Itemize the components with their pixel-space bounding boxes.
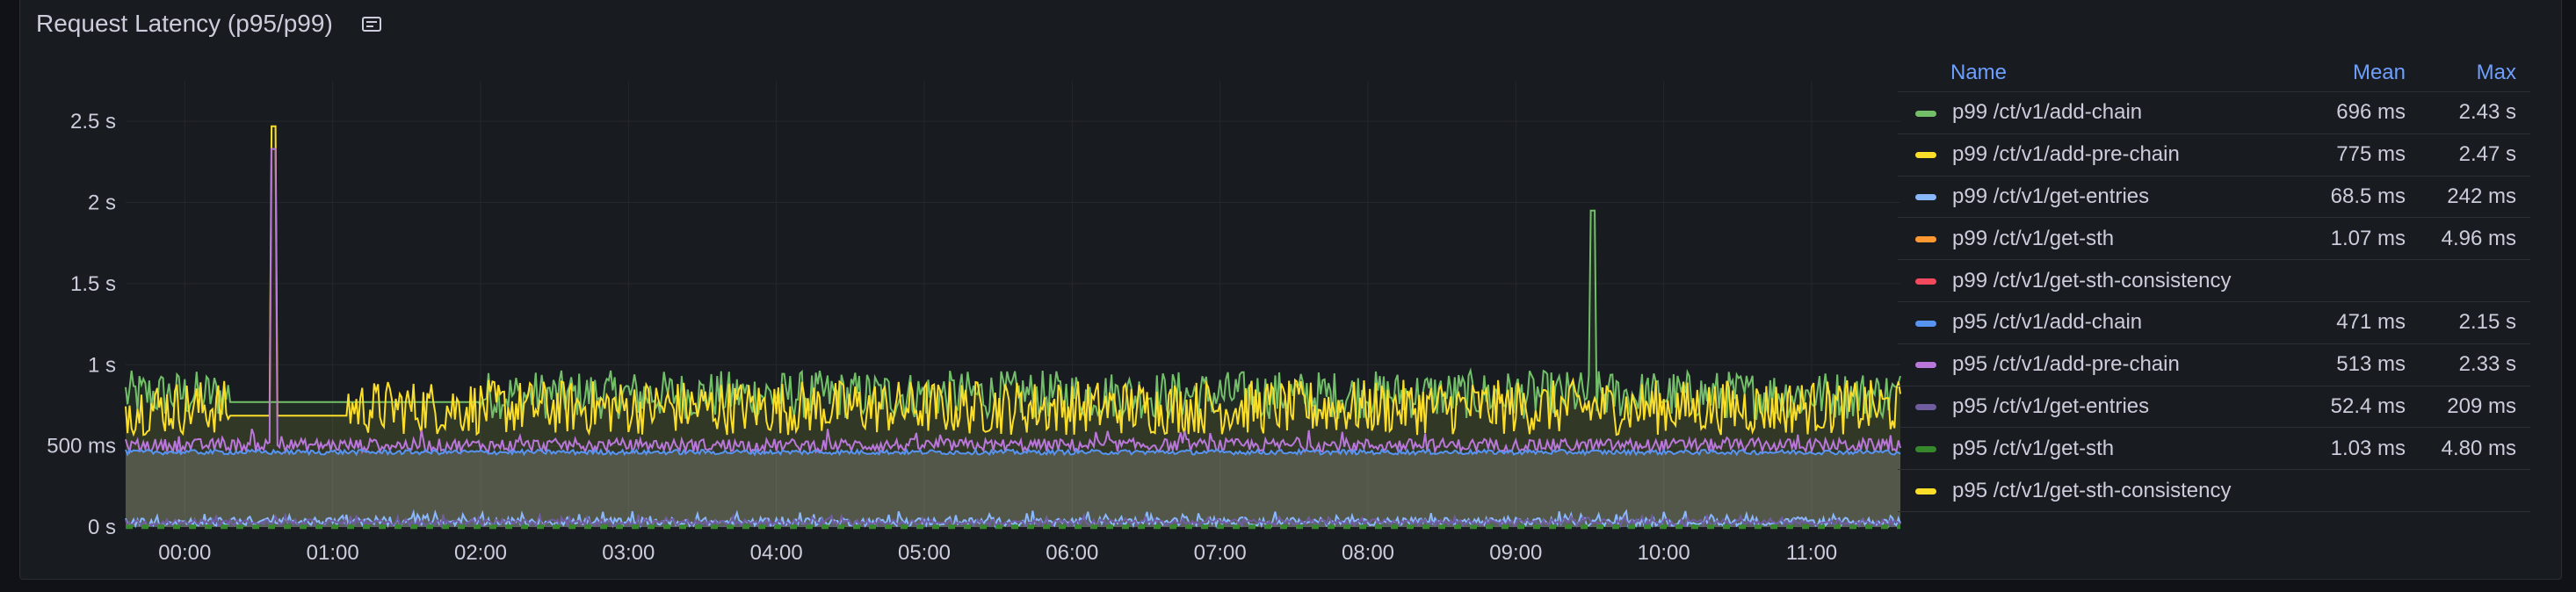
legend-row[interactable]: p99 /ct/v1/get-sth-consistency bbox=[1898, 259, 2530, 302]
legend-swatch bbox=[1915, 152, 1936, 159]
legend-mean-value: 775 ms bbox=[2300, 134, 2420, 177]
series-line bbox=[125, 209, 1901, 422]
series-line bbox=[125, 148, 1901, 456]
legend-series-label: p99 /ct/v1/get-entries bbox=[1952, 184, 2150, 208]
x-tick-label: 07:00 bbox=[1194, 541, 1247, 565]
legend-max-value: 2.33 s bbox=[2420, 343, 2530, 386]
x-tick-label: 06:00 bbox=[1046, 541, 1098, 565]
x-tick-label: 05:00 bbox=[898, 541, 951, 565]
legend-max-value bbox=[2420, 259, 2530, 302]
legend-row[interactable]: p99 /ct/v1/add-chain 696 ms 2.43 s bbox=[1898, 91, 2530, 134]
legend-header-max[interactable]: Max bbox=[2420, 54, 2530, 92]
series-area bbox=[126, 450, 1900, 527]
legend-swatch bbox=[1915, 194, 1936, 201]
series-line bbox=[125, 511, 1901, 529]
legend-swatch bbox=[1915, 278, 1936, 285]
legend-row[interactable]: p95 /ct/v1/add-pre-chain 513 ms 2.33 s bbox=[1898, 343, 2530, 386]
y-tick-label: 0 s bbox=[88, 516, 116, 539]
x-tick-label: 08:00 bbox=[1342, 541, 1394, 565]
legend-max-value: 4.96 ms bbox=[2420, 217, 2530, 261]
y-tick-label: 2 s bbox=[88, 191, 116, 215]
x-tick-label: 04:00 bbox=[750, 541, 803, 565]
legend-swatch bbox=[1915, 110, 1936, 117]
legend-mean-value bbox=[2300, 469, 2420, 512]
latency-chart: 0 s 500 ms 1 s 1.5 s 2 s 2.5 s 00:00 01:00 02:00… bbox=[47, 81, 1901, 565]
legend-swatch bbox=[1915, 487, 1936, 495]
legend-row[interactable]: p99 /ct/v1/add-pre-chain 775 ms 2.47 s bbox=[1898, 134, 2530, 177]
legend-series-name[interactable]: p95 /ct/v1/add-chain bbox=[1898, 301, 2300, 344]
legend-mean-value: 471 ms bbox=[2300, 301, 2420, 344]
panel-info-icon[interactable] bbox=[359, 11, 384, 36]
legend-max-value bbox=[2420, 469, 2530, 512]
legend-mean-value: 52.4 ms bbox=[2300, 386, 2420, 429]
panel-title: Request Latency (p95/p99) bbox=[36, 10, 333, 37]
x-tick-label: 09:00 bbox=[1489, 541, 1542, 565]
legend-max-value: 2.43 s bbox=[2420, 91, 2530, 134]
legend-max-value: 4.80 ms bbox=[2420, 427, 2530, 471]
legend-series-name[interactable]: p95 /ct/v1/get-entries bbox=[1898, 386, 2300, 429]
legend-header-row: Name Mean Max bbox=[1898, 54, 2530, 92]
legend-series-name[interactable]: p99 /ct/v1/get-sth-consistency bbox=[1898, 259, 2300, 302]
legend-row[interactable]: p99 /ct/v1/get-sth 1.07 ms 4.96 ms bbox=[1898, 217, 2530, 261]
legend-series-label: p99 /ct/v1/get-sth-consistency bbox=[1952, 268, 2232, 292]
legend-max-value: 2.15 s bbox=[2420, 301, 2530, 344]
legend-mean-value: 1.07 ms bbox=[2300, 217, 2420, 261]
legend-series-label: p95 /ct/v1/add-chain bbox=[1952, 310, 2143, 335]
legend-swatch bbox=[1915, 445, 1936, 452]
legend-series-name[interactable]: p95 /ct/v1/add-pre-chain bbox=[1898, 343, 2300, 386]
legend-max-value: 209 ms bbox=[2420, 386, 2530, 429]
legend-mean-value: 513 ms bbox=[2300, 343, 2420, 386]
x-tick-label: 03:00 bbox=[602, 541, 655, 565]
x-tick-label: 02:00 bbox=[454, 541, 507, 565]
legend-mean-value: 68.5 ms bbox=[2300, 176, 2420, 219]
legend-swatch bbox=[1915, 235, 1936, 242]
y-tick-label: 2.5 s bbox=[70, 110, 116, 134]
x-tick-label: 00:00 bbox=[158, 541, 211, 565]
legend-max-value: 2.47 s bbox=[2420, 134, 2530, 177]
legend-series-label: p95 /ct/v1/get-sth-consistency bbox=[1952, 478, 2232, 502]
legend-header-mean[interactable]: Mean bbox=[2300, 54, 2420, 92]
x-tick-label: 11:00 bbox=[1786, 541, 1837, 565]
legend-max-value: 242 ms bbox=[2420, 176, 2530, 219]
legend-swatch bbox=[1915, 320, 1936, 327]
x-tick-label: 01:00 bbox=[307, 541, 359, 565]
x-tick-label: 10:00 bbox=[1638, 541, 1690, 565]
legend-row[interactable]: p95 /ct/v1/get-sth 1.03 ms 4.80 ms bbox=[1898, 427, 2530, 471]
legend-row[interactable]: p95 /ct/v1/get-entries 52.4 ms 209 ms bbox=[1898, 386, 2530, 429]
legend-row[interactable]: p95 /ct/v1/add-chain 471 ms 2.15 s bbox=[1898, 301, 2530, 344]
legend-series-name[interactable]: p99 /ct/v1/add-pre-chain bbox=[1898, 134, 2300, 177]
legend-header-name[interactable]: Name bbox=[1898, 54, 2300, 92]
legend-series-name[interactable]: p99 /ct/v1/get-sth bbox=[1898, 217, 2300, 261]
legend-series-name[interactable]: p95 /ct/v1/get-sth-consistency bbox=[1898, 469, 2300, 512]
y-tick-label: 1 s bbox=[88, 353, 116, 377]
legend-series-label: p95 /ct/v1/add-pre-chain bbox=[1952, 352, 2180, 377]
legend-series-label: p99 /ct/v1/add-chain bbox=[1952, 100, 2143, 125]
legend-swatch bbox=[1915, 362, 1936, 369]
legend-series-label: p95 /ct/v1/get-entries bbox=[1952, 393, 2150, 418]
y-tick-label: 1.5 s bbox=[70, 272, 116, 296]
legend-mean-value: 1.03 ms bbox=[2300, 427, 2420, 471]
legend-mean-value bbox=[2300, 259, 2420, 302]
legend-row[interactable]: p95 /ct/v1/get-sth-consistency bbox=[1898, 469, 2530, 512]
legend-row[interactable]: p99 /ct/v1/get-entries 68.5 ms 242 ms bbox=[1898, 176, 2530, 219]
y-tick-label: 500 ms bbox=[47, 435, 116, 458]
legend-series-label: p95 /ct/v1/get-sth bbox=[1952, 436, 2115, 460]
legend-series-name[interactable]: p99 /ct/v1/get-entries bbox=[1898, 176, 2300, 219]
series-line bbox=[125, 447, 1901, 457]
panel-header: Request Latency (p95/p99) bbox=[36, 10, 384, 38]
legend-series-label: p99 /ct/v1/add-pre-chain bbox=[1952, 142, 2180, 167]
legend-series-name[interactable]: p95 /ct/v1/get-sth bbox=[1898, 427, 2300, 471]
legend-table: Name Mean Max p99 /ct/v1/add-chain 696 ms… bbox=[1898, 54, 2530, 512]
series-area bbox=[126, 126, 1900, 527]
legend-mean-value: 696 ms bbox=[2300, 91, 2420, 134]
legend-series-label: p99 /ct/v1/get-sth bbox=[1952, 226, 2115, 250]
legend-swatch bbox=[1915, 404, 1936, 411]
legend-series-name[interactable]: p99 /ct/v1/add-chain bbox=[1898, 91, 2300, 134]
